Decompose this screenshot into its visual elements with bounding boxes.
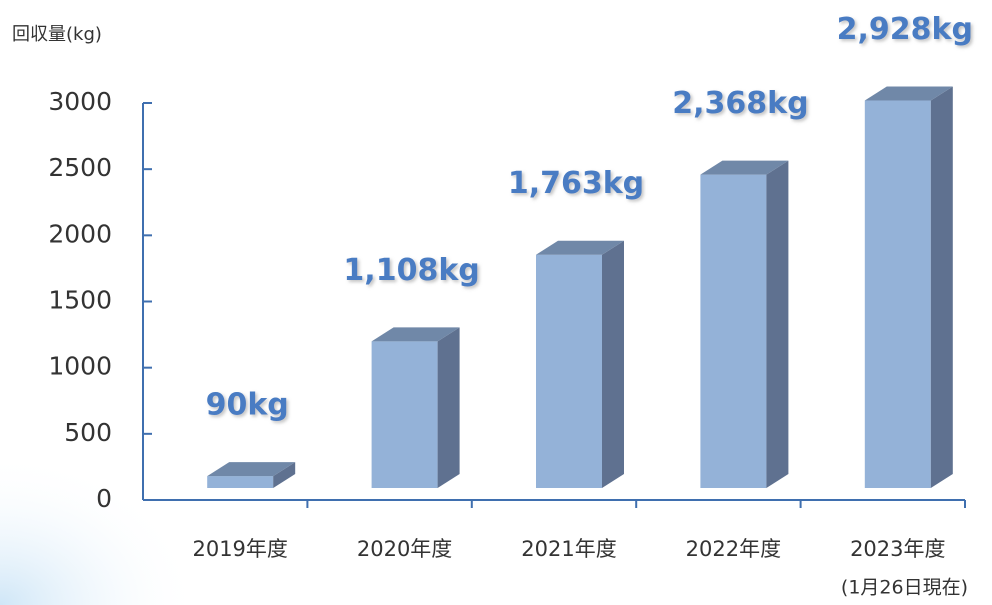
x-tick-label: 2021年度 (521, 537, 616, 561)
y-tick-label: 2500 (48, 153, 112, 182)
bar-side (602, 240, 624, 488)
x-tick-label: 2023年度 (850, 537, 945, 561)
x-tick-label: 2022年度 (686, 537, 781, 561)
bar-front (864, 100, 931, 488)
y-tick-label: 2000 (48, 219, 112, 248)
background (0, 300, 400, 605)
note: (1月26日現在) (841, 577, 968, 599)
bar-top (536, 240, 624, 255)
bar-side (930, 86, 953, 488)
bar-top (864, 86, 953, 101)
bar-top (700, 160, 789, 175)
y-tick-label: 0 (96, 484, 112, 513)
bar-front (536, 254, 602, 488)
value-label: 1,108kg (343, 253, 479, 288)
x-tick-label: 2019年度 (192, 537, 287, 561)
value-label: 1,763kg (508, 166, 644, 201)
y-tick-label: 500 (64, 418, 112, 447)
value-label: 90kg (206, 388, 289, 423)
y-tick-label: 3000 (48, 87, 112, 116)
bar-top (371, 327, 460, 342)
x-tick-label: 2020年度 (357, 537, 452, 561)
bar-front (207, 476, 274, 488)
bar-front (371, 341, 438, 488)
value-label: 2,928kg (837, 12, 973, 47)
y-tick-label: 1500 (48, 286, 112, 315)
value-label: 2,368kg (672, 86, 808, 121)
y-axis-label: 回収量(kg) (12, 24, 102, 45)
bar-side (437, 327, 460, 488)
bar-side (766, 160, 789, 488)
bar-side (273, 462, 296, 488)
bar-top (207, 462, 296, 477)
y-tick-label: 1000 (48, 352, 112, 381)
bar-front (700, 174, 767, 488)
